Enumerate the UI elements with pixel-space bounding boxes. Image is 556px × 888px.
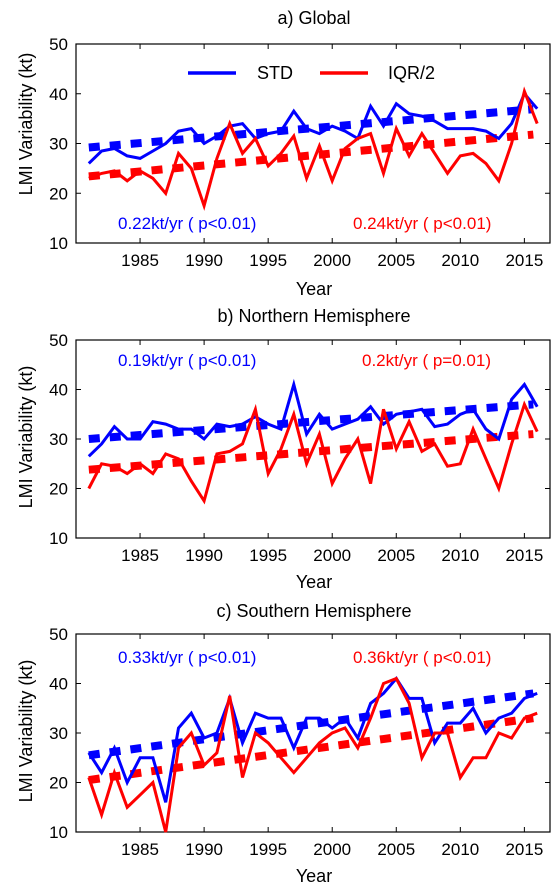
plot-area: 10 20 30 40 50 1985 1990 1995 2000 2005 2010 2015 [49, 625, 551, 859]
trend-annotation-iqr: 0.24kt/yr ( p<0.01) [353, 214, 491, 233]
y-tick-label: 40 [49, 675, 68, 694]
x-tick-label: 2000 [313, 840, 351, 859]
y-tick-label: 30 [49, 430, 68, 449]
x-tick-label: 2015 [505, 546, 543, 565]
x-tick-label: 1995 [249, 546, 287, 565]
x-tick-label: 2005 [377, 546, 415, 565]
x-tick-label: 1990 [185, 840, 223, 859]
x-tick-label: 1990 [185, 251, 223, 270]
y-tick-label: 30 [49, 135, 68, 154]
trend-annotation-iqr: 0.36kt/yr ( p<0.01) [353, 648, 491, 667]
x-tick-label: 1985 [121, 251, 159, 270]
y-tick-label: 10 [49, 234, 68, 253]
panel-c: c) Southern Hemisphere 10 20 30 40 50 1985 199… [16, 601, 551, 886]
panel-title: a) Global [277, 8, 350, 28]
y-axis-title: LMI Variability (kt) [16, 660, 36, 803]
y-tick-label: 30 [49, 724, 68, 743]
series-line-std [87, 90, 539, 165]
x-axis-title: Year [296, 279, 332, 299]
x-tick-label: 2015 [505, 251, 543, 270]
trend-annotation-iqr: 0.2kt/yr ( p=0.01) [362, 351, 491, 370]
y-tick-label: 50 [49, 625, 68, 644]
plot-area: 10 20 30 40 50 1985 1990 1995 2000 2005 2010 2015 [49, 35, 551, 270]
x-tick-label: 2000 [313, 251, 351, 270]
y-tick-label: 40 [49, 381, 68, 400]
x-tick-label: 1985 [121, 546, 159, 565]
legend-label-iqr: IQR/2 [388, 63, 435, 83]
x-tick-label: 2015 [505, 840, 543, 859]
x-tick-label: 1995 [249, 840, 287, 859]
y-tick-label: 20 [49, 480, 68, 499]
series-line-iqr [87, 400, 539, 505]
x-tick-label: 2000 [313, 546, 351, 565]
legend-label-std: STD [257, 63, 293, 83]
y-tick-label: 10 [49, 529, 68, 548]
trend-annotation-std: 0.19kt/yr ( p<0.01) [118, 351, 256, 370]
plot-area: 10 20 30 40 50 1985 1990 1995 2000 2005 2010 2015 [49, 331, 551, 565]
x-tick-label: 1990 [185, 546, 223, 565]
y-tick-label: 20 [49, 774, 68, 793]
x-axis-title: Year [296, 866, 332, 886]
x-axis-title: Year [296, 572, 332, 592]
x-tick-label: 2010 [441, 840, 479, 859]
x-tick-label: 1985 [121, 840, 159, 859]
y-tick-label: 10 [49, 823, 68, 842]
trend-annotation-std: 0.22kt/yr ( p<0.01) [118, 214, 256, 233]
x-tick-label: 2010 [441, 251, 479, 270]
series-line-iqr [88, 86, 539, 211]
x-tick-label: 1995 [249, 251, 287, 270]
y-tick-label: 20 [49, 184, 68, 203]
y-tick-label: 50 [49, 35, 68, 54]
panel-b: b) Northern Hemisphere 10 20 30 40 50 1985 199… [16, 306, 551, 592]
panel-title: b) Northern Hemisphere [217, 306, 410, 326]
y-axis-title: LMI Variability (kt) [16, 53, 36, 196]
x-tick-label: 2010 [441, 546, 479, 565]
y-tick-label: 40 [49, 85, 68, 104]
x-tick-label: 2005 [377, 251, 415, 270]
legend: STD IQR/2 [188, 63, 435, 83]
y-tick-label: 50 [49, 331, 68, 350]
y-axis-title: LMI Variability (kt) [16, 366, 36, 509]
x-tick-label: 2005 [377, 840, 415, 859]
panel-title: c) Southern Hemisphere [216, 601, 411, 621]
series-line-std [87, 675, 538, 803]
panel-a: a) Global 10 20 30 40 50 1985 1990 1995 2000 2005… [16, 8, 551, 299]
series-line-iqr [87, 676, 538, 833]
trend-annotation-std: 0.33kt/yr ( p<0.01) [118, 648, 256, 667]
series-line-std [87, 378, 539, 458]
